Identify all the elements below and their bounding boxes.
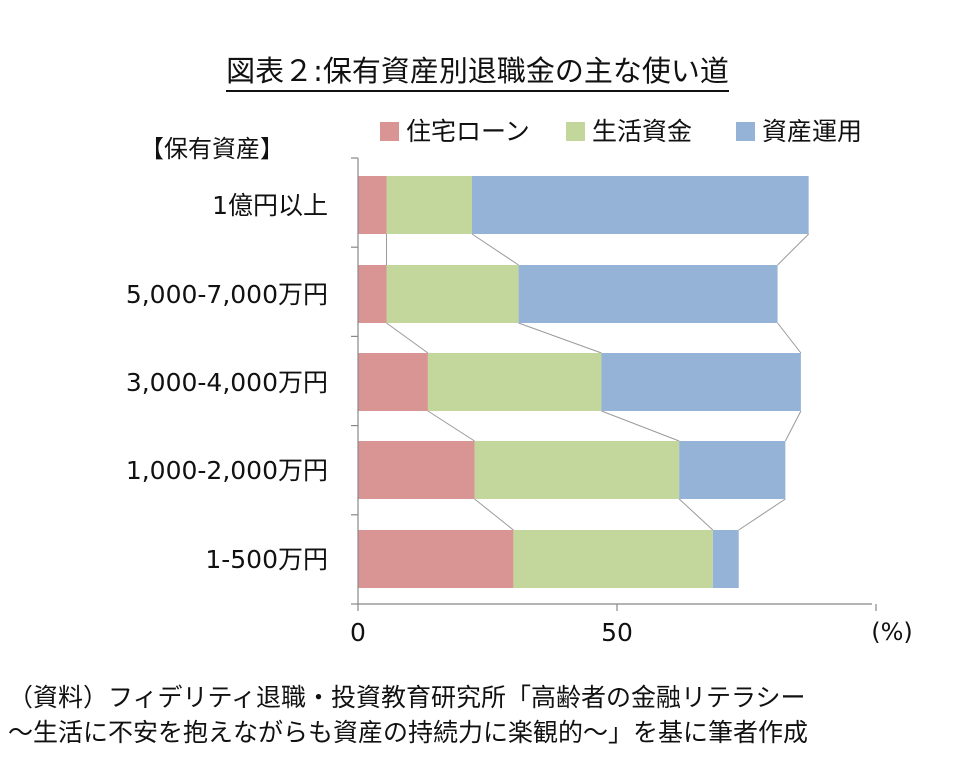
bar-segment xyxy=(471,176,809,234)
axes xyxy=(351,157,877,611)
category-label: 1,000-2,000万円 xyxy=(126,456,328,485)
bar-segment xyxy=(679,441,786,499)
bar-segment xyxy=(474,441,680,499)
bar-segment xyxy=(358,176,387,234)
category-label: 5,000-7,000万円 xyxy=(126,280,328,309)
category-label: 1-500万円 xyxy=(205,545,328,574)
category-axis-title: 【保有資産】 xyxy=(140,135,284,163)
x-tick-labels: 0 50 xyxy=(350,618,633,647)
source-note-line-1: （資料）フィデリティ退職・投資教育研究所「高齢者の金融リテラシー xyxy=(8,683,806,712)
x-tick-label: 0 xyxy=(350,618,366,647)
bar-segment xyxy=(513,530,713,588)
legend-swatch xyxy=(566,122,585,141)
series-line xyxy=(518,322,602,354)
series-line xyxy=(601,410,680,442)
chart-title: 図表２:保有資産別退職金の主な使い道 xyxy=(0,48,955,92)
legend-label: 資産運用 xyxy=(762,117,862,146)
x-unit-label: (%) xyxy=(871,618,913,646)
legend: 住宅ローン 生活資金 資産運用 xyxy=(380,117,862,146)
source-note-line-2: ～生活に不安を抱えながらも資産の持続力に楽観的～」を基に筆者作成 xyxy=(8,718,809,747)
bar-segment xyxy=(358,441,475,499)
bar-segment xyxy=(386,176,472,234)
legend-swatch xyxy=(736,122,755,141)
bar-segment xyxy=(358,530,514,588)
bar-segment xyxy=(518,265,778,323)
x-tick-label: 50 xyxy=(601,618,633,647)
chart-title-text: 図表２:保有資産別退職金の主な使い道 xyxy=(226,54,729,92)
bar-segment xyxy=(712,530,739,588)
legend-label: 生活資金 xyxy=(592,117,692,146)
series-line xyxy=(471,233,519,266)
series-line xyxy=(678,498,714,531)
bar-segment xyxy=(427,353,602,411)
bar-segment xyxy=(601,353,801,411)
bar-segment xyxy=(358,265,387,323)
series-line xyxy=(474,498,514,531)
series-line xyxy=(738,498,786,531)
legend-swatch xyxy=(380,122,399,141)
legend-label: 住宅ローン xyxy=(406,117,530,146)
series-line xyxy=(777,322,802,354)
series-lines xyxy=(385,233,810,531)
series-line xyxy=(777,233,810,266)
series-line xyxy=(386,322,429,354)
bars xyxy=(358,176,809,588)
bar-segment xyxy=(386,265,519,323)
series-line xyxy=(427,410,475,442)
category-labels: 1億円以上 5,000-7,000万円 3,000-4,000万円 1,000-2,0… xyxy=(126,191,328,574)
category-label: 3,000-4,000万円 xyxy=(126,368,328,397)
series-line xyxy=(784,410,802,442)
bar-segment xyxy=(358,353,428,411)
category-label: 1億円以上 xyxy=(212,191,328,220)
